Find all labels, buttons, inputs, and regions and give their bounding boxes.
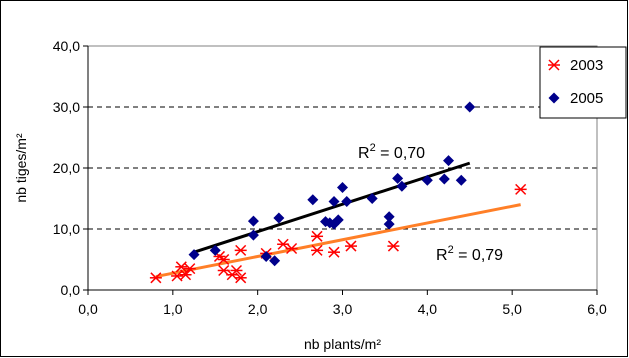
y-tick-label: 0,0 xyxy=(61,282,81,298)
y-tick-label: 20,0 xyxy=(53,160,80,176)
x-tick-label: 1,0 xyxy=(163,301,183,317)
y-axis-title: nb tiges/m² xyxy=(13,133,29,203)
legend-label-2005: 2005 xyxy=(570,90,603,107)
x-tick-label: 4,0 xyxy=(418,301,438,317)
x-tick-label: 3,0 xyxy=(333,301,353,317)
x-tick-label: 6,0 xyxy=(587,301,607,317)
y-tick-label: 40,0 xyxy=(53,38,80,54)
x-tick-label: 2,0 xyxy=(248,301,268,317)
r-squared-2003: R2 = 0,79 xyxy=(436,244,503,264)
x-axis-title: nb plants/m² xyxy=(304,336,381,352)
r-squared-2005: R2 = 0,70 xyxy=(358,142,425,162)
x-tick-label: 5,0 xyxy=(502,301,522,317)
y-tick-label: 10,0 xyxy=(53,221,80,237)
y-tick-label: 30,0 xyxy=(53,99,80,115)
legend: 2003 2005 xyxy=(540,47,626,118)
x-tick-label: 0,0 xyxy=(78,301,98,317)
legend-label-2003: 2003 xyxy=(570,57,603,74)
